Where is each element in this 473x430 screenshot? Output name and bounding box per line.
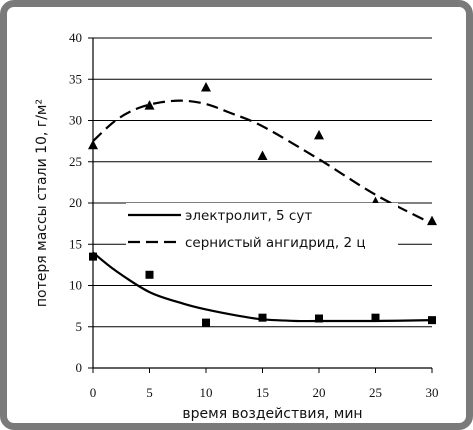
point-sulfur-dioxide xyxy=(144,100,155,110)
point-electrolyte xyxy=(202,318,210,327)
tick-labels: 0 5 10 15 20 25 30 35 40 0 5 10 15 20 25 30 xyxy=(69,30,439,400)
x-axis-label: время воздействия, мин xyxy=(182,406,362,422)
y-tick-label: 0 xyxy=(76,360,83,375)
point-sulfur-dioxide xyxy=(88,139,98,150)
legend: электролит, 5 сут сернистый ангидрид, 2 … xyxy=(126,203,398,251)
axes xyxy=(88,37,433,373)
point-electrolyte xyxy=(315,314,323,323)
y-tick-label: 40 xyxy=(69,30,82,45)
point-electrolyte xyxy=(428,316,436,325)
legend-label-sulfur-dioxide: сернистый ангидрид, 2 ц xyxy=(185,235,366,251)
y-tick-label: 15 xyxy=(69,236,82,251)
x-tick-label: 30 xyxy=(426,385,439,400)
trend-line-sulfur-dioxide xyxy=(92,99,433,225)
x-tick-label: 20 xyxy=(313,385,326,400)
y-axis-label: потеря массы стали 10, г/м² xyxy=(34,99,50,307)
y-tick-label: 25 xyxy=(69,154,82,169)
x-tick-label: 0 xyxy=(90,385,97,400)
trend-lines xyxy=(92,99,433,323)
point-electrolyte xyxy=(145,270,154,279)
y-tick-label: 30 xyxy=(69,113,82,128)
y-tick-label: 5 xyxy=(76,319,83,334)
y-tick-label: 10 xyxy=(69,278,82,293)
y-tick-label: 35 xyxy=(69,71,82,86)
x-tick-label: 15 xyxy=(256,385,269,400)
legend-label-electrolyte: электролит, 5 сут xyxy=(185,208,312,224)
point-sulfur-dioxide xyxy=(257,150,268,160)
x-tick-label: 25 xyxy=(369,385,382,400)
x-tick-label: 5 xyxy=(146,385,153,400)
data-points xyxy=(88,82,437,327)
point-sulfur-dioxide xyxy=(427,215,437,226)
point-electrolyte xyxy=(258,313,267,322)
x-tick-label: 10 xyxy=(200,385,213,400)
trend-line-electrolyte xyxy=(92,251,433,323)
point-electrolyte xyxy=(371,313,380,322)
point-sulfur-dioxide xyxy=(201,82,211,92)
point-electrolyte xyxy=(89,252,97,261)
point-sulfur-dioxide xyxy=(314,129,324,140)
y-tick-label: 20 xyxy=(69,195,82,210)
